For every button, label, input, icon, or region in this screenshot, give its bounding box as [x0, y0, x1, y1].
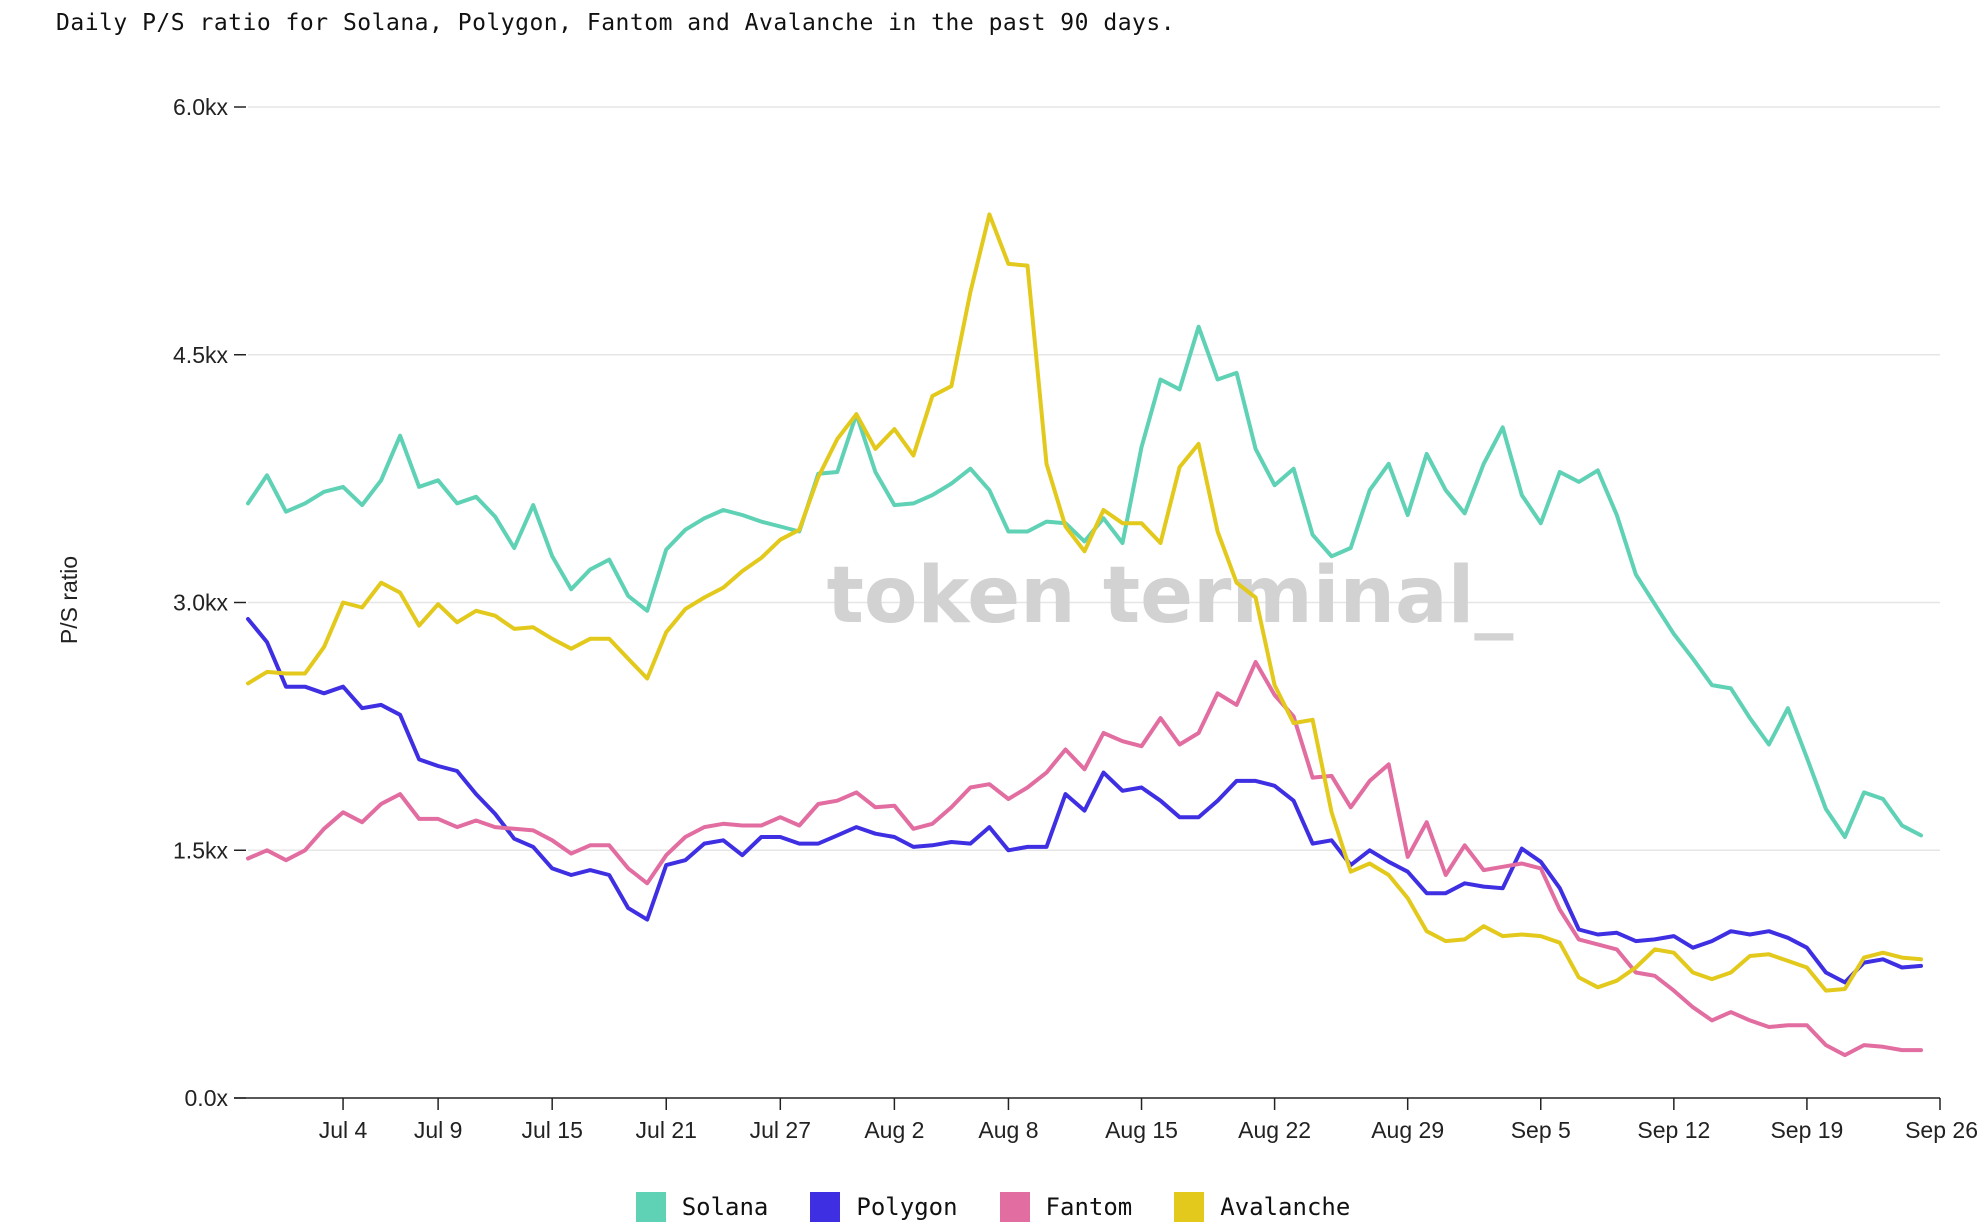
- x-tick-label: Jul 9: [414, 1117, 463, 1143]
- legend-swatch: [999, 1192, 1030, 1222]
- legend-label: Polygon: [856, 1193, 958, 1221]
- x-tick-label: Sep 12: [1637, 1117, 1710, 1143]
- x-tick-label: Aug 22: [1238, 1117, 1311, 1143]
- x-tick-label: Aug 8: [978, 1117, 1038, 1143]
- y-tick-label: 0.0x: [185, 1085, 229, 1111]
- axes: 0.0x 1.5kx 3.0kx 4.5kx 6.0kx Jul 4 Jul 9 Jul 15…: [173, 94, 1978, 1143]
- legend-item-solana[interactable]: Solana: [635, 1192, 769, 1222]
- series-line-polygon: [246, 617, 1923, 985]
- legend-item-fantom[interactable]: Fantom: [999, 1192, 1133, 1222]
- series-line-avalanche: [246, 212, 1923, 993]
- x-tick-label: Jul 15: [521, 1117, 582, 1143]
- x-tick-label: Sep 5: [1511, 1117, 1571, 1143]
- y-tick-label: 4.5kx: [173, 342, 228, 368]
- legend-item-avalanche[interactable]: Avalanche: [1174, 1192, 1350, 1222]
- y-tick-label: 6.0kx: [173, 94, 228, 120]
- watermark: token terminal_: [827, 551, 1514, 641]
- legend-label: Avalanche: [1220, 1193, 1351, 1221]
- legend-label: Solana: [681, 1193, 769, 1221]
- x-tick-label: Sep 19: [1770, 1117, 1843, 1143]
- y-axis-label: P/S ratio: [56, 556, 82, 644]
- legend-swatch: [810, 1192, 841, 1222]
- series-line-solana: [246, 324, 1923, 839]
- x-tick-label: Aug 15: [1105, 1117, 1178, 1143]
- x-tick-label: Aug 29: [1371, 1117, 1444, 1143]
- legend-swatch: [1174, 1192, 1205, 1222]
- x-tick-label: Sep 26: [1905, 1117, 1978, 1143]
- y-tick-label: 1.5kx: [173, 837, 228, 863]
- legend: Solana Polygon Fantom Avalanche: [0, 1192, 1986, 1222]
- gridlines: [248, 106, 1940, 851]
- legend-label: Fantom: [1045, 1193, 1133, 1221]
- y-tick-label: 3.0kx: [173, 590, 228, 616]
- series-lines: [246, 212, 1923, 1058]
- x-tick-label: Jul 21: [636, 1117, 697, 1143]
- legend-swatch: [635, 1192, 666, 1222]
- chart-title: Daily P/S ratio for Solana, Polygon, Fan…: [56, 10, 1176, 36]
- x-tick-label: Jul 27: [750, 1117, 811, 1143]
- x-tick-label: Jul 4: [319, 1117, 368, 1143]
- legend-item-polygon[interactable]: Polygon: [810, 1192, 958, 1222]
- series-line-fantom: [246, 660, 1923, 1058]
- x-tick-label: Aug 2: [864, 1117, 924, 1143]
